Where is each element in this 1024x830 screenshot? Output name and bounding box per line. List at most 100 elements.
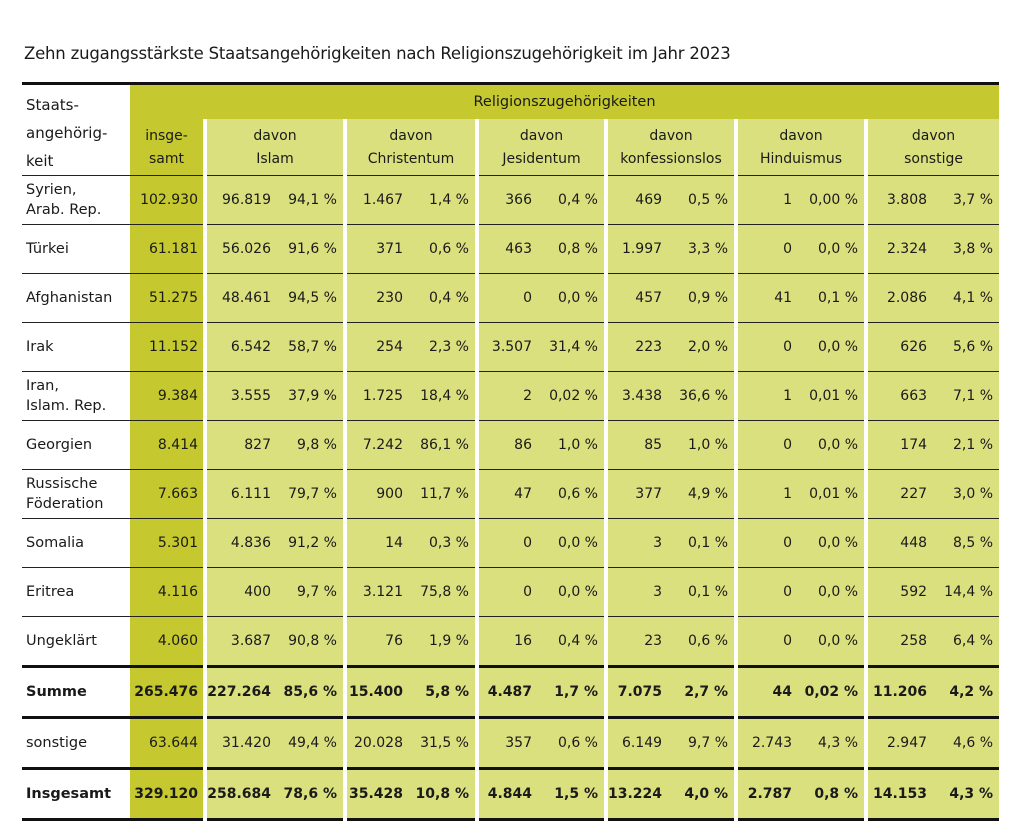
table-row: sonstige 63.644 31.420 49,4 % 20.028 31,5 % 35… xyxy=(22,716,1000,769)
row-label: Türkei xyxy=(22,224,130,274)
religion-cell: 4.844 1,5 % xyxy=(475,767,606,821)
count: 463 xyxy=(505,241,532,257)
total-cell: 63.644 xyxy=(130,716,205,769)
percent: 3,8 % xyxy=(953,241,994,257)
count: 76 xyxy=(385,633,403,649)
percent: 49,4 % xyxy=(288,735,337,751)
percent: 90,8 % xyxy=(288,633,337,649)
percent: 18,4 % xyxy=(420,388,469,404)
percent: 2,3 % xyxy=(428,339,469,355)
count: 663 xyxy=(900,388,928,404)
religion-cell: 0 0,0 % xyxy=(734,518,867,568)
religion-cell: 2.947 4,6 % xyxy=(864,716,1000,769)
table-row: Eritrea 4.116 400 9,7 % 3.121 75,8 % 0 0,0 % 3 0,… xyxy=(22,567,1000,617)
religion-cell: 457 0,9 % xyxy=(603,273,737,323)
percent: 0,00 % xyxy=(809,192,859,208)
row-label: Eritrea xyxy=(22,567,130,617)
table-row: Somalia 5.301 4.836 91,2 % 14 0,3 % 0 0,0 % 3 0,1… xyxy=(22,518,1000,568)
count: 96.819 xyxy=(222,192,271,208)
count: 0 xyxy=(523,584,532,600)
count: 469 xyxy=(635,192,663,208)
row-label: Syrien, Arab. Rep. xyxy=(22,175,130,225)
count: 2.086 xyxy=(886,290,928,306)
count: 44 xyxy=(772,684,793,700)
religion-cell: 3 0,1 % xyxy=(603,518,737,568)
religion-cell: 469 0,5 % xyxy=(603,175,737,225)
percent: 0,6 % xyxy=(428,241,469,257)
religion-cell: 2.743 4,3 % xyxy=(734,716,867,769)
religion-cell: 3.808 3,7 % xyxy=(864,175,1000,225)
table-row: Irak 11.152 6.542 58,7 % 254 2,3 % 3.507 31,4 %… xyxy=(22,322,1000,372)
percent: 58,7 % xyxy=(288,339,337,355)
count: 6.542 xyxy=(230,339,271,355)
percent: 4,9 % xyxy=(688,486,729,502)
percent: 0,1 % xyxy=(688,584,729,600)
percent: 9,7 % xyxy=(296,584,337,600)
religion-cell: 1 0,01 % xyxy=(734,371,867,421)
religion-cell: 223 2,0 % xyxy=(603,322,737,372)
percent: 4,6 % xyxy=(953,735,994,751)
total-cell: 4.060 xyxy=(130,616,205,667)
percent: 79,7 % xyxy=(288,486,337,502)
religion-cell: 626 5,6 % xyxy=(864,322,1000,372)
percent: 1,9 % xyxy=(428,633,469,649)
count: 258.684 xyxy=(207,786,271,802)
religion-cell: 2.787 0,8 % xyxy=(734,767,867,821)
religion-cell: 1 0,01 % xyxy=(734,469,867,519)
count: 457 xyxy=(635,290,663,306)
count: 11.206 xyxy=(873,684,928,700)
percent: 0,8 % xyxy=(814,786,859,802)
percent: 8,5 % xyxy=(953,535,994,551)
religion-cell: 7.242 86,1 % xyxy=(343,420,477,470)
percent: 0,6 % xyxy=(688,633,729,649)
percent: 0,1 % xyxy=(818,290,859,306)
percent: 2,0 % xyxy=(688,339,729,355)
religion-cell: 15.400 5,8 % xyxy=(343,665,477,718)
religion-table: Staats-angehörig-keit Religionszugehörig… xyxy=(22,82,1000,821)
religion-cell: 6.149 9,7 % xyxy=(603,716,737,769)
religion-cell: 48.461 94,5 % xyxy=(203,273,345,323)
percent: 4,3 % xyxy=(949,786,994,802)
percent: 0,0 % xyxy=(818,633,859,649)
count: 6.149 xyxy=(621,735,663,751)
religion-cell: 0 0,0 % xyxy=(734,567,867,617)
percent: 37,9 % xyxy=(288,388,337,404)
percent: 14,4 % xyxy=(944,584,994,600)
religion-cell: 86 1,0 % xyxy=(475,420,606,470)
religion-cell: 20.028 31,5 % xyxy=(343,716,477,769)
count: 41 xyxy=(774,290,793,306)
table-row: Iran, Islam. Rep. 9.384 3.555 37,9 % 1.725 18,… xyxy=(22,371,1000,421)
total-cell: 102.930 xyxy=(130,175,205,225)
count: 1 xyxy=(783,192,793,208)
row-label: Irak xyxy=(22,322,130,372)
count: 0 xyxy=(783,339,793,355)
percent: 0,9 % xyxy=(688,290,729,306)
count: 258 xyxy=(900,633,928,649)
religion-cell: 371 0,6 % xyxy=(343,224,477,274)
religion-cell: 0 0,0 % xyxy=(475,518,606,568)
count: 13.224 xyxy=(608,786,663,802)
religion-cell: 14.153 4,3 % xyxy=(864,767,1000,821)
count: 7.075 xyxy=(617,684,663,700)
religion-cell: 0 0,0 % xyxy=(734,616,867,667)
total-cell: 7.663 xyxy=(130,469,205,519)
religion-cell: 2 0,02 % xyxy=(475,371,606,421)
percent: 0,0 % xyxy=(818,535,859,551)
religion-cell: 6.111 79,7 % xyxy=(203,469,345,519)
count: 86 xyxy=(514,437,532,453)
count: 4.836 xyxy=(230,535,271,551)
religion-cell: 0 0,0 % xyxy=(734,224,867,274)
percent: 7,1 % xyxy=(953,388,994,404)
religion-cell: 56.026 91,6 % xyxy=(203,224,345,274)
religion-cell: 663 7,1 % xyxy=(864,371,1000,421)
percent: 9,7 % xyxy=(688,735,729,751)
count: 48.461 xyxy=(222,290,271,306)
religion-cell: 6.542 58,7 % xyxy=(203,322,345,372)
religion-cell: 0 0,0 % xyxy=(475,273,606,323)
count: 371 xyxy=(376,241,403,257)
count: 592 xyxy=(900,584,928,600)
count: 400 xyxy=(244,584,271,600)
percent: 0,01 % xyxy=(809,486,859,502)
column-header-sonstige: davon sonstige xyxy=(864,119,1000,176)
religion-cell: 258 6,4 % xyxy=(864,616,1000,667)
